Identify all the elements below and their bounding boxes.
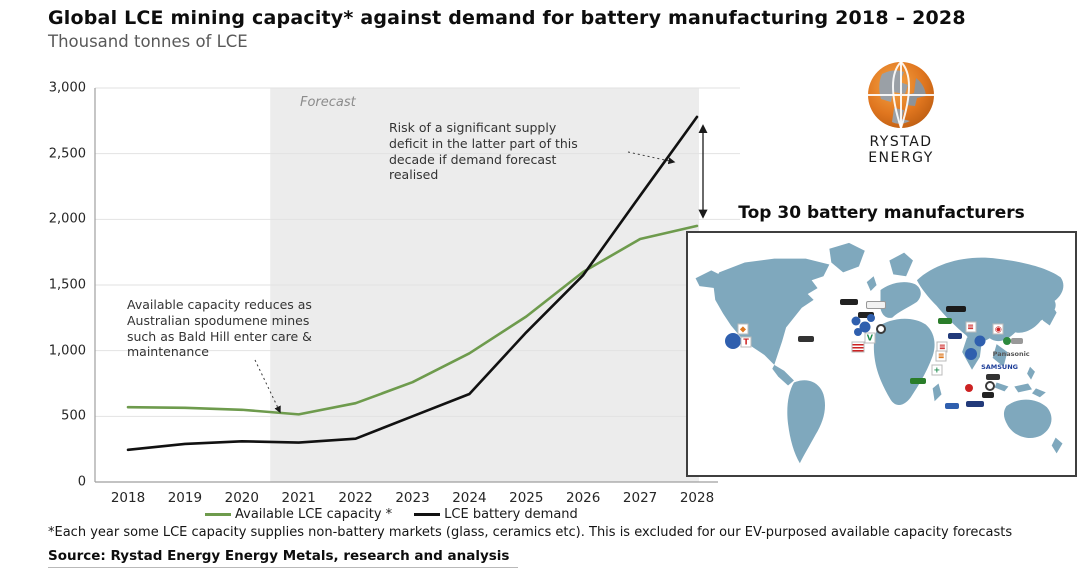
manufacturer-marker <box>875 324 886 335</box>
capacity-line-swatch <box>205 513 231 516</box>
annotation-capacity-reduction: Available capacity reduces as Australian… <box>127 297 312 360</box>
manufacturer-marker <box>945 402 960 409</box>
y-tick-label: 1,000 <box>48 343 86 359</box>
manufacturer-marker <box>1002 336 1011 345</box>
x-tick-label: 2018 <box>110 490 146 506</box>
y-tick-label: 0 <box>77 474 86 490</box>
x-tick-label: 2026 <box>566 490 601 506</box>
manufacturer-marker: ≡ <box>935 350 947 362</box>
annotation-supply-deficit-risk: Risk of a significant supply deficit in … <box>389 120 578 183</box>
manufacturer-marker: V <box>864 332 876 344</box>
manufacturer-marker: + <box>931 364 943 376</box>
manufacturer-marker <box>839 298 858 305</box>
manufacturer-marker <box>964 383 973 392</box>
manufacturer-marker <box>859 321 871 333</box>
manufacturer-marker <box>974 335 986 347</box>
chart-legend: Available LCE capacity * LCE battery dem… <box>205 507 578 522</box>
x-tick-label: 2020 <box>224 490 259 506</box>
manufacturer-markers: T ◆ V ≡ ≡ ≡ ◉ Panasonic SAMSUNG + <box>688 233 1075 475</box>
page-subtitle: Thousand tonnes of LCE <box>48 32 248 51</box>
manufacturer-marker: ◉ <box>992 323 1004 335</box>
y-tick-label: 3,000 <box>48 80 86 96</box>
manufacturer-marker <box>798 335 815 342</box>
source-line: Source: Rystad Energy Energy Metals, res… <box>48 548 510 564</box>
manufacturer-marker: Panasonic <box>992 349 1030 358</box>
legend-item-demand: LCE battery demand <box>414 507 578 522</box>
manufacturer-marker <box>985 373 1000 380</box>
legend-item-capacity: Available LCE capacity * <box>205 507 392 522</box>
map-title: Top 30 battery manufacturers <box>738 203 1025 223</box>
manufacturer-marker <box>981 391 994 398</box>
y-tick-label: 2,000 <box>48 211 86 227</box>
manufacturer-marker <box>867 314 876 323</box>
y-tick-label: 500 <box>61 408 86 424</box>
manufacturer-marker <box>858 311 875 318</box>
x-tick-label: 2028 <box>679 490 715 506</box>
manufacturer-marker: T <box>740 336 752 348</box>
manufacturer-marker <box>966 401 985 408</box>
rystad-globe-icon <box>868 61 934 129</box>
x-tick-label: 2024 <box>452 490 487 506</box>
manufacturer-marker <box>724 332 741 349</box>
manufacturer-marker <box>938 317 953 324</box>
manufacturer-marker: ≡ <box>965 321 976 333</box>
manufacturer-marker <box>851 341 865 353</box>
manufacturer-marker: SAMSUNG <box>981 362 1018 371</box>
battery-manufacturers-map: T ◆ V ≡ ≡ ≡ ◉ Panasonic SAMSUNG + <box>686 231 1077 477</box>
manufacturer-marker <box>1010 338 1023 345</box>
manufacturer-marker <box>984 380 995 391</box>
legend-label-demand: LCE battery demand <box>444 507 578 522</box>
manufacturer-marker: ◆ <box>737 323 749 335</box>
x-tick-label: 2025 <box>509 490 544 506</box>
demand-line-swatch <box>414 513 441 516</box>
manufacturer-marker <box>866 300 887 309</box>
x-tick-label: 2022 <box>338 490 373 506</box>
page-title: Global LCE mining capacity* against dema… <box>48 7 966 29</box>
manufacturer-marker <box>946 305 967 312</box>
rystad-logo-text: RYSTAD ENERGY <box>868 134 934 166</box>
manufacturer-marker <box>851 316 861 326</box>
manufacturer-marker <box>910 378 927 385</box>
chart-footnote: *Each year some LCE capacity supplies no… <box>48 525 1013 540</box>
bottom-divider <box>48 567 518 568</box>
x-tick-label: 2021 <box>281 490 316 506</box>
manufacturer-marker <box>948 332 963 339</box>
legend-label-capacity: Available LCE capacity * <box>235 507 393 522</box>
y-tick-label: 2,500 <box>48 146 86 162</box>
x-tick-label: 2023 <box>395 490 430 506</box>
y-tick-label: 1,500 <box>48 277 86 293</box>
rystad-energy-logo: RYSTAD ENERGY <box>836 60 966 166</box>
manufacturer-marker <box>854 328 863 337</box>
forecast-region-label: Forecast <box>300 95 356 110</box>
manufacturer-marker <box>965 348 978 360</box>
x-tick-label: 2019 <box>167 490 203 506</box>
x-tick-label: 2027 <box>622 490 658 506</box>
